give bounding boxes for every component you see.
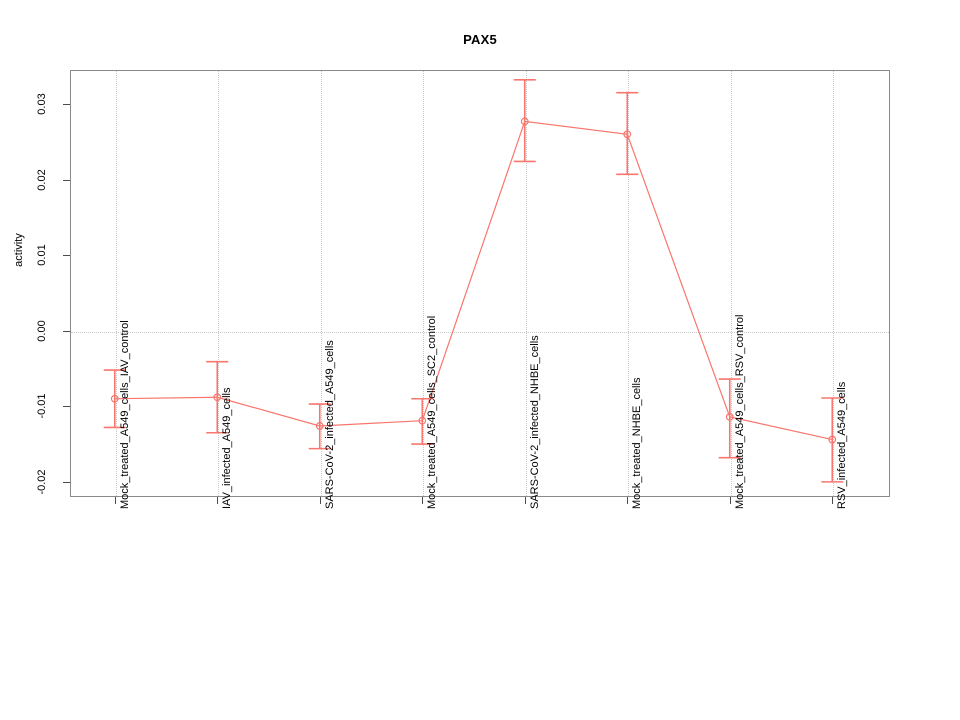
error-bar [821,397,844,483]
x-tick-label: SARS-CoV-2_infected_NHBE_cells [528,335,541,509]
data-point-marker [828,435,837,444]
x-tick-mark [627,497,629,504]
error-bar [616,91,639,176]
x-tick-mark [832,497,834,504]
chart-title: PAX5 [463,32,497,47]
category-gridline [730,71,732,496]
series-line [114,120,833,441]
data-point-marker [315,422,324,430]
y-tick-mark [63,330,70,332]
error-bar [718,378,741,459]
x-tick-mark [524,497,526,504]
y-tick-mark [63,255,70,257]
x-tick-mark [114,497,116,504]
error-bar [513,79,536,163]
y-tick-mark [63,104,70,105]
category-gridline [423,71,425,496]
zero-gridline [71,331,889,333]
data-point-marker [520,117,529,126]
data-point-marker [725,412,734,421]
x-tick-mark [319,497,321,504]
x-tick-mark [729,497,731,504]
x-tick-label: Mock_treated_A549_cells_IAV_control [118,320,131,509]
data-point-marker [418,416,427,425]
category-gridline [628,71,630,496]
y-tick-mark [63,179,70,181]
x-tick-label: RSV_infected_A549_cells [836,381,849,509]
category-gridline [218,71,220,496]
category-gridline [525,71,527,496]
y-tick-mark [63,481,70,483]
data-point-marker [213,393,222,402]
y-tick-mark [63,406,70,408]
plot-frame [70,70,890,497]
data-point-marker [623,130,632,139]
category-gridline [833,71,835,496]
x-tick-mark [217,497,219,504]
x-tick-label: Mock_treated_A549_cells_RSV_control [733,314,746,509]
x-tick-label: Mock_treated_NHBE_cells [631,377,644,509]
x-tick-label: Mock_treated_A549_cells_SC2_control [426,315,439,509]
x-tick-label: SARS-CoV-2_infected_A549_cells [323,340,336,509]
x-tick-label: IAV_infected_A549_cells [221,387,234,510]
data-point-marker [110,394,119,403]
error-bar [206,360,229,434]
error-bar [308,403,331,450]
category-gridline [320,71,322,496]
category-gridline [115,71,117,496]
x-tick-mark [422,497,424,504]
error-bar [103,369,126,429]
error-bar [411,397,434,445]
